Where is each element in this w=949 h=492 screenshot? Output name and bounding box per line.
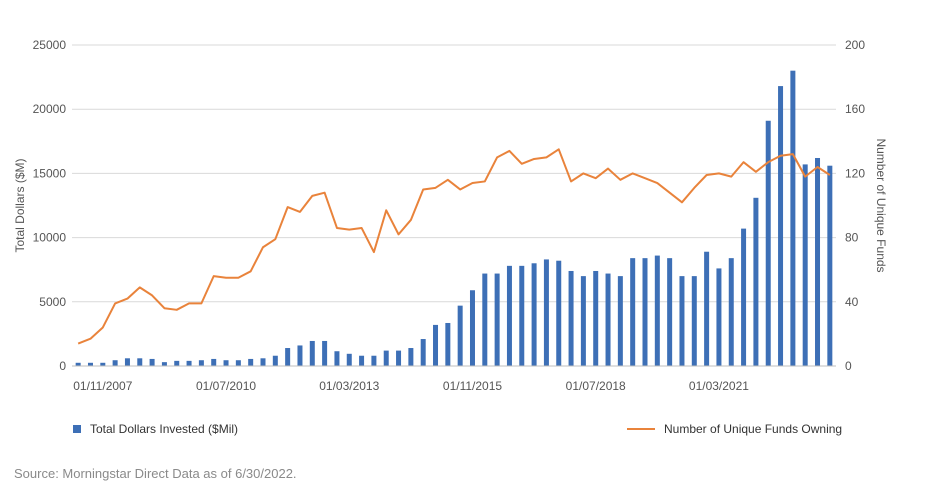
bar xyxy=(174,360,180,366)
bar xyxy=(149,358,155,366)
bar xyxy=(815,157,821,366)
series-line xyxy=(77,148,831,345)
bar xyxy=(469,290,475,366)
bar xyxy=(531,263,537,366)
bar xyxy=(334,351,340,366)
y-right-axis-title: Number of Unique Funds xyxy=(874,138,888,272)
y-left-tick-label: 10000 xyxy=(33,231,67,245)
bar xyxy=(396,350,402,366)
legend-bar-swatch xyxy=(73,425,81,433)
bar xyxy=(433,324,439,366)
bar xyxy=(346,353,352,366)
y-left-tick-label: 20000 xyxy=(33,102,67,116)
bar xyxy=(482,273,488,366)
bar xyxy=(445,322,451,366)
bar xyxy=(827,165,833,366)
bar xyxy=(420,339,426,366)
y-left-tick-label: 15000 xyxy=(33,166,67,180)
source-note: Source: Morningstar Direct Data as of 6/… xyxy=(14,466,297,481)
bar xyxy=(494,273,500,366)
bar xyxy=(383,350,389,366)
bar xyxy=(297,345,303,366)
bar xyxy=(309,340,315,366)
axes: 0 5000 10000 15000 20000 25000 0 40 80 120 160 200 0… xyxy=(13,38,888,393)
bar xyxy=(679,276,685,366)
x-tick-label: 01/03/2021 xyxy=(689,379,749,393)
bar xyxy=(630,258,636,366)
bar xyxy=(235,360,241,366)
x-tick-label: 01/07/2010 xyxy=(196,379,256,393)
line-series xyxy=(77,148,831,345)
bar xyxy=(568,270,574,366)
legend-label-line: Number of Unique Funds Owning xyxy=(664,422,842,436)
bar xyxy=(124,358,130,366)
y-right-tick-label: 160 xyxy=(845,102,865,116)
y-left-tick-label: 0 xyxy=(59,359,66,373)
bar xyxy=(198,360,204,366)
y-left-tick-label: 25000 xyxy=(33,38,67,52)
bar xyxy=(617,276,623,366)
x-tick-label: 01/07/2018 xyxy=(566,379,626,393)
bar xyxy=(371,355,377,366)
bar xyxy=(272,355,278,366)
bar xyxy=(137,358,143,366)
bar xyxy=(112,360,118,366)
bar xyxy=(691,276,697,366)
y-right-tick-label: 40 xyxy=(845,295,859,309)
bar xyxy=(506,265,512,366)
bar xyxy=(260,358,266,366)
bar xyxy=(248,358,254,366)
bar-series xyxy=(75,70,833,367)
bar xyxy=(765,120,771,366)
bar xyxy=(161,362,167,366)
y-right-tick-label: 120 xyxy=(845,166,865,180)
bar xyxy=(408,348,414,366)
bar xyxy=(704,251,710,366)
bar xyxy=(322,340,328,366)
legend-label-bars: Total Dollars Invested ($Mil) xyxy=(90,422,238,436)
bar xyxy=(75,362,81,366)
bar xyxy=(790,70,796,367)
y-right-tick-label: 200 xyxy=(845,38,865,52)
bar xyxy=(667,258,673,366)
bar xyxy=(543,259,549,366)
bar xyxy=(519,265,525,366)
y-left-axis-title: Total Dollars ($M) xyxy=(13,158,27,252)
bar xyxy=(457,305,463,366)
y-right-tick-label: 0 xyxy=(845,359,852,373)
bar xyxy=(580,276,586,366)
bar xyxy=(186,360,192,366)
bar xyxy=(728,258,734,366)
bar xyxy=(802,164,808,366)
bar xyxy=(100,362,106,366)
bar xyxy=(593,270,599,366)
x-tick-label: 01/03/2013 xyxy=(319,379,379,393)
bar xyxy=(741,228,747,366)
x-tick-label: 01/11/2015 xyxy=(443,379,502,393)
bar xyxy=(87,362,93,366)
bar xyxy=(211,358,217,366)
x-tick-label: 01/11/2007 xyxy=(73,379,132,393)
bar xyxy=(556,260,562,366)
bar xyxy=(223,360,229,366)
y-left-tick-label: 5000 xyxy=(39,295,66,309)
bar xyxy=(605,273,611,366)
y-right-tick-label: 80 xyxy=(845,231,859,245)
legend: Total Dollars Invested ($Mil) Number of U… xyxy=(73,422,842,436)
bar xyxy=(753,197,759,366)
bar xyxy=(778,86,784,366)
bar xyxy=(716,268,722,366)
bar xyxy=(359,355,365,366)
bar xyxy=(654,255,660,366)
bar xyxy=(642,258,648,366)
bar xyxy=(285,348,291,366)
